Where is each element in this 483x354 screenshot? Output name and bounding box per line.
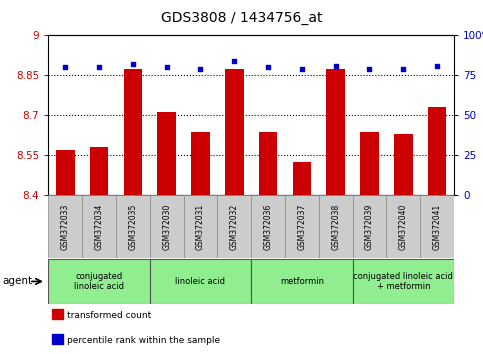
Text: GSM372037: GSM372037 — [298, 203, 306, 250]
Bar — [353, 259, 454, 303]
Bar — [285, 195, 319, 258]
Text: conjugated
linoleic acid: conjugated linoleic acid — [74, 272, 124, 291]
Point — [230, 58, 238, 64]
Bar — [48, 259, 150, 303]
Bar — [251, 259, 353, 303]
Text: GSM372030: GSM372030 — [162, 203, 171, 250]
Point — [129, 61, 137, 67]
Bar — [217, 195, 251, 258]
Bar — [394, 133, 412, 195]
Text: GDS3808 / 1434756_at: GDS3808 / 1434756_at — [161, 11, 322, 25]
Text: GSM372041: GSM372041 — [433, 204, 441, 250]
Text: GSM372031: GSM372031 — [196, 204, 205, 250]
Point — [399, 66, 407, 72]
Text: GSM372035: GSM372035 — [128, 203, 137, 250]
Point — [163, 64, 170, 70]
Point — [366, 66, 373, 72]
Point — [61, 64, 69, 70]
Bar — [259, 132, 277, 195]
Bar — [52, 309, 62, 319]
Bar — [150, 195, 184, 258]
Point — [332, 63, 340, 68]
Bar — [360, 132, 379, 195]
Bar — [124, 69, 142, 195]
Bar — [319, 195, 353, 258]
Bar — [48, 195, 82, 258]
Text: conjugated linoleic acid
+ metformin: conjugated linoleic acid + metformin — [354, 272, 453, 291]
Text: agent: agent — [2, 276, 32, 286]
Bar — [327, 69, 345, 195]
Bar — [52, 334, 62, 344]
Bar — [90, 147, 108, 195]
Text: GSM372032: GSM372032 — [230, 204, 239, 250]
Point — [264, 64, 272, 70]
Point — [95, 64, 103, 70]
Text: transformed count: transformed count — [67, 311, 151, 320]
Bar — [184, 195, 217, 258]
Bar — [191, 132, 210, 195]
Point — [298, 66, 306, 72]
Text: linoleic acid: linoleic acid — [175, 277, 226, 286]
Bar — [56, 149, 74, 195]
Bar — [353, 195, 386, 258]
Text: metformin: metformin — [280, 277, 324, 286]
Bar — [428, 107, 446, 195]
Bar — [150, 259, 251, 303]
Bar — [293, 161, 311, 195]
Text: GSM372034: GSM372034 — [95, 203, 103, 250]
Bar — [251, 195, 285, 258]
Bar — [82, 195, 116, 258]
Point — [197, 66, 204, 72]
Bar — [225, 69, 243, 195]
Text: GSM372038: GSM372038 — [331, 204, 340, 250]
Bar — [420, 195, 454, 258]
Text: GSM372036: GSM372036 — [264, 203, 272, 250]
Bar — [157, 112, 176, 195]
Bar — [116, 195, 150, 258]
Text: GSM372040: GSM372040 — [399, 203, 408, 250]
Point — [433, 63, 441, 68]
Text: GSM372039: GSM372039 — [365, 203, 374, 250]
Text: percentile rank within the sample: percentile rank within the sample — [67, 336, 220, 345]
Bar — [386, 195, 420, 258]
Text: GSM372033: GSM372033 — [61, 203, 70, 250]
